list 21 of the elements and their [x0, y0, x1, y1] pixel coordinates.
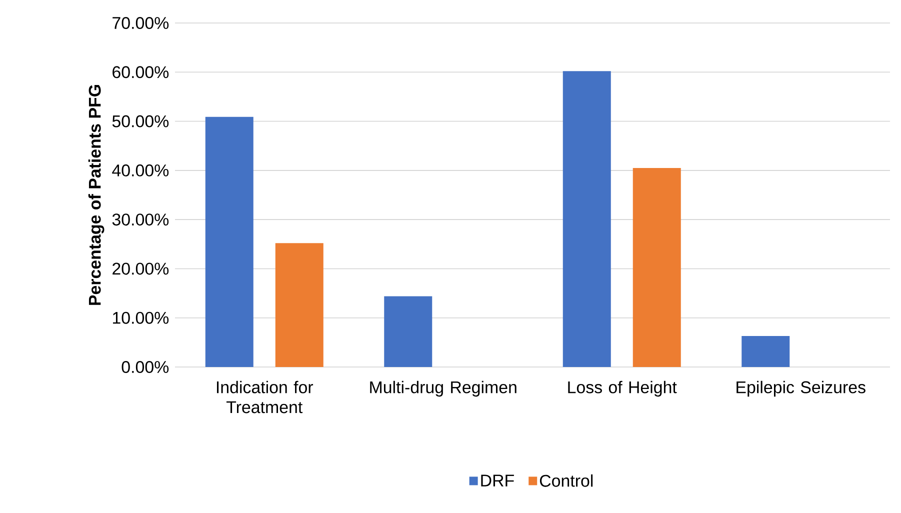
y-tick-label: 10.00% — [113, 312, 169, 324]
bar — [632, 168, 681, 367]
bar — [742, 336, 790, 367]
y-tick-label: 0.00% — [122, 361, 169, 373]
y-tick-label: 20.00% — [112, 262, 169, 275]
y-tick-label: 30.00% — [112, 214, 169, 226]
x-tick-label: Indication for Treatment — [216, 380, 314, 414]
bar — [384, 296, 432, 367]
legend-label: Control — [540, 474, 593, 487]
legend-label: DRF — [481, 474, 514, 486]
x-tick-label: Epilepic Seizures — [736, 380, 866, 397]
bar — [275, 243, 324, 367]
y-tick-label: 70.00% — [112, 17, 169, 29]
x-tick-label: Multi-drug Regimen — [370, 380, 516, 397]
y-tick-label: 50.00% — [112, 115, 169, 128]
bar — [205, 116, 254, 367]
x-tick-label: Loss of Height — [568, 380, 677, 397]
y-tick-label: 40.00% — [112, 164, 169, 176]
bar — [562, 71, 611, 367]
y-tick-label: 60.00% — [112, 66, 169, 78]
y-axis-title: Percentage of Patients PFG — [88, 85, 104, 305]
